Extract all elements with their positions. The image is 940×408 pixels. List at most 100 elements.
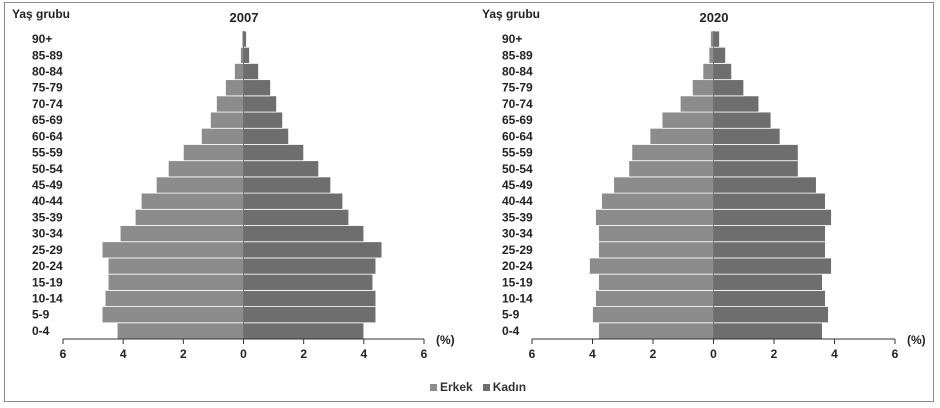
category-label: 0-4 [32,324,50,338]
bar-female-0-4 [243,322,365,340]
category-label: 85-89 [502,48,533,62]
bar-female-60-64 [713,127,781,145]
bar-female-75-79 [243,79,271,97]
x-tick-label: 6 [892,347,899,361]
bar-female-15-19 [713,273,823,291]
legend-swatch-male [430,384,437,392]
x-tick-label: 0 [710,347,717,361]
category-label: 40-44 [32,194,63,208]
bar-female-5-9 [243,306,377,324]
bar-male-15-19 [107,273,244,291]
bar-female-75-79 [713,79,745,97]
x-tick-label: 2 [180,347,187,361]
bar-male-20-24 [107,257,244,275]
bar-female-15-19 [243,273,374,291]
x-tick-label: 2 [300,347,307,361]
chart-title: 2020 [700,10,729,25]
category-label: 55-59 [32,146,63,160]
category-label: 35-39 [32,210,63,224]
bar-female-10-14 [243,289,377,307]
bar-female-85-89 [713,46,727,64]
category-label: 15-19 [32,275,63,289]
bar-male-5-9 [101,306,244,324]
x-tick-label: 2 [771,347,778,361]
category-label: 70-74 [502,97,533,111]
legend-item-male: Erkek [430,380,473,394]
bar-female-60-64 [243,127,290,145]
bar-female-10-14 [713,289,826,307]
category-label: 50-54 [502,162,533,176]
bar-female-70-74 [713,95,760,113]
category-label: 65-69 [502,113,533,127]
x-axis-unit: (%) [436,333,455,347]
bar-female-80-84 [243,63,259,81]
bar-female-0-4 [713,322,823,340]
category-label: 45-49 [32,178,63,192]
bar-female-90+ [243,30,247,48]
bar-female-50-54 [243,160,320,178]
bar-male-65-69 [210,111,244,129]
bar-female-20-24 [243,257,377,275]
bar-male-85-89 [708,46,714,64]
x-tick-label: 6 [60,347,67,361]
bar-female-25-29 [243,241,383,259]
category-label: 10-14 [32,291,63,305]
bar-female-20-24 [713,257,832,275]
bar-male-0-4 [116,322,244,340]
bar-male-60-64 [200,127,244,145]
bar-male-15-19 [598,273,714,291]
category-label: 5-9 [32,308,50,322]
bar-female-40-44 [713,192,826,210]
bar-male-35-39 [134,208,244,226]
category-label: 10-14 [502,291,533,305]
category-label: 35-39 [502,210,533,224]
bar-female-90+ [713,30,720,48]
category-label: 60-64 [502,129,533,143]
category-label: 85-89 [32,48,63,62]
bar-male-30-34 [119,225,244,243]
bar-male-25-29 [598,241,714,259]
bar-female-5-9 [713,306,829,324]
bar-male-70-74 [679,95,714,113]
bar-male-40-44 [140,192,244,210]
bar-female-55-59 [243,144,305,162]
bar-male-10-14 [595,289,714,307]
category-label: 90+ [32,32,52,46]
bar-female-45-49 [713,176,817,194]
bar-female-40-44 [243,192,344,210]
category-label: 40-44 [502,194,533,208]
x-tick-label: 4 [360,347,367,361]
category-label: 80-84 [32,65,63,79]
bar-female-65-69 [243,111,284,129]
category-label: 70-74 [32,97,63,111]
bar-male-45-49 [613,176,714,194]
x-tick-label: 2 [650,347,657,361]
bar-female-25-29 [713,241,826,259]
x-axis-unit: (%) [907,333,926,347]
category-label: 45-49 [502,178,533,192]
bar-male-75-79 [225,79,244,97]
bar-male-25-29 [101,241,244,259]
legend-item-female: Kadın [482,380,527,394]
pyramid-2007: Yaş grubu 2007 0-4 5-9 10-14 15-19 20-24 25-29 3… [12,7,455,361]
category-label: 0-4 [502,324,520,338]
category-label: 90+ [502,32,522,46]
category-label: 75-79 [32,81,63,95]
bar-male-50-54 [628,160,714,178]
bar-male-75-79 [691,79,714,97]
x-tick-label: 6 [421,347,428,361]
y-axis-label: Yaş grubu [12,7,70,21]
legend-label-female: Kadın [492,380,527,394]
bar-male-50-54 [167,160,244,178]
bar-female-65-69 [713,111,772,129]
bar-male-80-84 [702,63,714,81]
category-label: 30-34 [32,227,63,241]
category-label: 50-54 [32,162,63,176]
bar-male-35-39 [595,208,714,226]
bar-male-0-4 [598,322,714,340]
bar-male-5-9 [592,306,714,324]
chart-title: 2007 [230,10,259,25]
bar-male-55-59 [182,144,244,162]
legend-swatch-female [482,384,490,392]
